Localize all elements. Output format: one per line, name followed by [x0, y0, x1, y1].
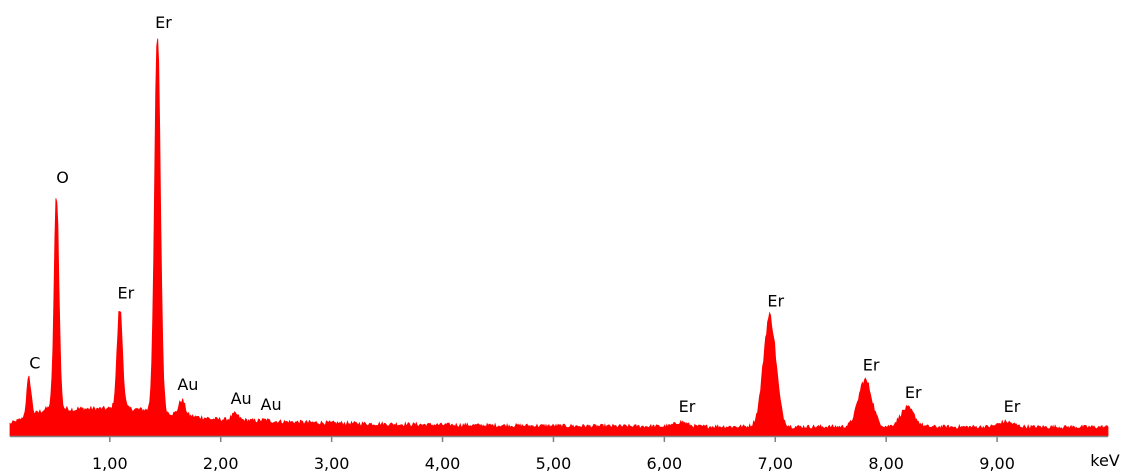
peak-label-er: Er	[905, 383, 922, 402]
peak-label-er: Er	[1004, 397, 1021, 416]
peak-label-au: Au	[177, 375, 198, 394]
x-tick-label: 3,00	[314, 454, 350, 473]
peak-label-au: Au	[231, 389, 252, 408]
spectrum-area	[9, 38, 1109, 437]
peak-labels: C O Er Er Au Au Au Er Er Er Er Er	[29, 13, 1020, 416]
peak-label-er: Er	[155, 13, 172, 32]
peak-label-er: Er	[863, 355, 880, 374]
peak-label-er: Er	[117, 284, 134, 303]
x-tick-label: 1,00	[92, 454, 128, 473]
peak-label-o: O	[56, 168, 69, 187]
peak-label-au: Au	[261, 395, 282, 414]
x-tick-label: 8,00	[868, 454, 904, 473]
peak-label-er: Er	[679, 397, 696, 416]
peak-label-er: Er	[767, 292, 784, 311]
x-tick-label: 7,00	[757, 454, 793, 473]
spectrum-area-layer	[9, 38, 1109, 437]
x-axis-ticks: 1,00 2,00 3,00 4,00 5,00 6,00 7,00 8,00 9,00	[92, 436, 1015, 473]
x-tick-label: 5,00	[536, 454, 572, 473]
x-tick-label: 4,00	[425, 454, 461, 473]
x-axis-label: keV	[1090, 451, 1120, 470]
peak-label-c: C	[29, 353, 40, 372]
x-tick-label: 6,00	[647, 454, 683, 473]
x-tick-label: 9,00	[979, 454, 1015, 473]
x-tick-label: 2,00	[203, 454, 239, 473]
